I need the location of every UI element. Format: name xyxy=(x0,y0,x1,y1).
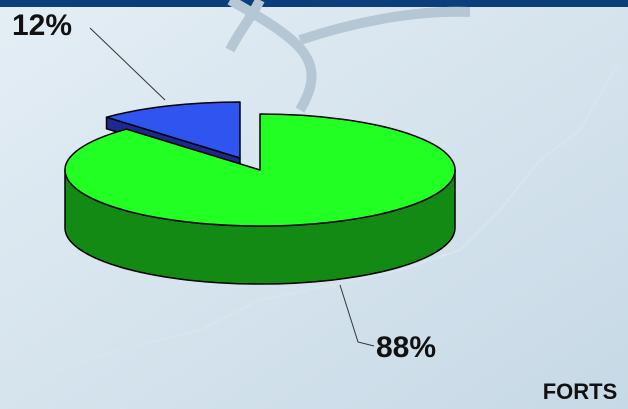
pie-slice xyxy=(105,101,241,159)
pie-slice xyxy=(64,113,456,227)
top-bar xyxy=(0,0,628,7)
decoration xyxy=(225,0,471,113)
decoration xyxy=(0,59,621,396)
leader-line xyxy=(89,27,166,101)
data-label: 88% xyxy=(376,331,436,364)
data-label: 12% xyxy=(12,9,72,42)
leader-line xyxy=(339,284,375,347)
annotation: FORTS xyxy=(543,379,618,404)
